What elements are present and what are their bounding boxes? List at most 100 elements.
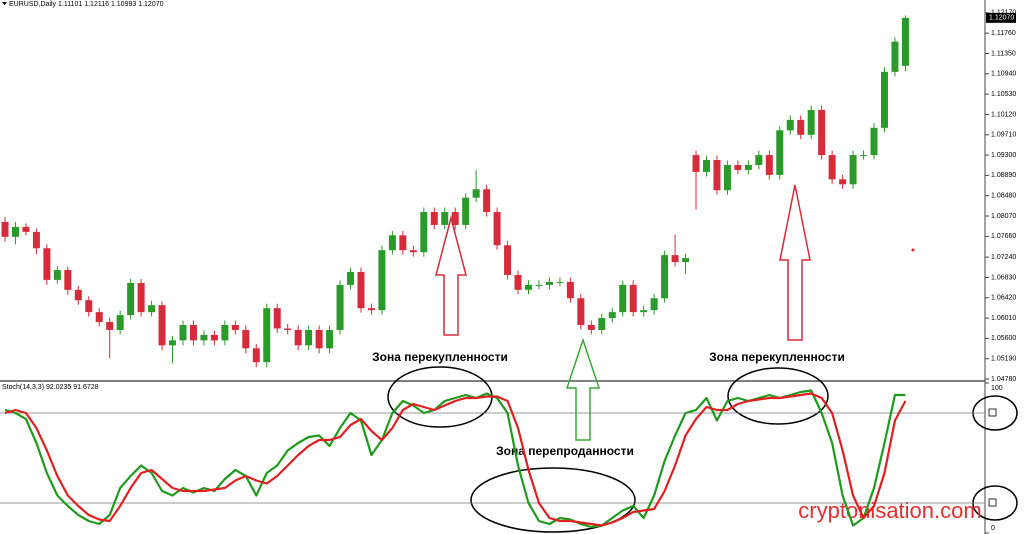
candle-body bbox=[179, 325, 187, 341]
candle-body bbox=[807, 109, 815, 135]
candle-body bbox=[32, 231, 40, 249]
y-tick-label: 1.11760 bbox=[991, 30, 1016, 37]
zone-ellipse bbox=[727, 367, 829, 425]
candle-body bbox=[744, 164, 752, 170]
candle-body bbox=[493, 212, 501, 246]
menu-triangle bbox=[2, 2, 7, 5]
candle-body bbox=[786, 119, 794, 131]
candle-body bbox=[53, 270, 61, 280]
candle-body bbox=[315, 329, 323, 349]
y-tick-label: 1.08480 bbox=[991, 193, 1016, 200]
annotation: Зона перепроданности bbox=[496, 444, 634, 458]
candle-body bbox=[106, 322, 114, 330]
stoch-line bbox=[4, 392, 907, 527]
candle-body bbox=[95, 312, 103, 323]
annotation: Зона перекупленности bbox=[709, 350, 845, 364]
candle-body bbox=[713, 160, 721, 191]
y-tick-label: 1.05600 bbox=[991, 335, 1016, 342]
candle-body bbox=[273, 308, 281, 329]
candle-body bbox=[85, 300, 93, 313]
y-tick-label: 1.07240 bbox=[991, 254, 1016, 261]
candle-body bbox=[221, 325, 229, 341]
candle-body bbox=[671, 255, 679, 263]
candle-body bbox=[127, 282, 135, 316]
candle-body bbox=[577, 298, 585, 326]
candle-body bbox=[64, 270, 72, 290]
candle-body bbox=[441, 212, 449, 225]
candle-body bbox=[1, 221, 9, 237]
y-tick-label: 1.08070 bbox=[991, 213, 1016, 220]
candle-body bbox=[451, 212, 459, 225]
candle-body bbox=[860, 155, 868, 157]
candle-body bbox=[294, 329, 302, 346]
level-marker bbox=[988, 408, 997, 417]
zone-ellipse bbox=[470, 467, 636, 533]
candle-body bbox=[818, 109, 826, 156]
candle-body bbox=[231, 325, 239, 330]
candle-body bbox=[420, 212, 428, 253]
y-tick-label: 1.10120 bbox=[991, 111, 1016, 118]
price-header: EURUSD,Daily 1.11101 1.12116 1.10993 1.1… bbox=[9, 1, 164, 8]
y-tick-label: 1.06420 bbox=[991, 295, 1016, 302]
candle-body bbox=[828, 155, 836, 180]
y-tick-label: 100 bbox=[991, 385, 1003, 392]
candle-body bbox=[765, 155, 773, 175]
y-tick-label: 1.04780 bbox=[991, 376, 1016, 383]
stoch-header: Stoch(14,3,3) 92.0235 91.6728 bbox=[2, 384, 99, 391]
candle-body bbox=[525, 284, 532, 290]
candle-body bbox=[116, 315, 124, 330]
candle-body bbox=[462, 197, 470, 225]
candle-body bbox=[797, 119, 805, 135]
y-tick-label: 1.10530 bbox=[991, 91, 1016, 98]
level-marker bbox=[988, 498, 997, 507]
candle-body bbox=[336, 284, 344, 330]
up-arrow bbox=[435, 215, 467, 336]
candle-body bbox=[158, 305, 166, 346]
y-tick-label: 0 bbox=[991, 525, 995, 532]
candle-body bbox=[284, 328, 292, 330]
candle-body bbox=[682, 258, 690, 263]
annotation: Зона перекупленности bbox=[372, 350, 508, 364]
candle-body bbox=[629, 284, 637, 313]
y-tick-label: 1.06830 bbox=[991, 274, 1016, 281]
candle-body bbox=[367, 308, 375, 311]
candle-body bbox=[661, 255, 669, 299]
candle-body bbox=[11, 226, 19, 237]
candle-body bbox=[556, 281, 564, 283]
candle-body bbox=[901, 17, 909, 66]
candle-body bbox=[839, 179, 847, 185]
last-price-label: 1.12070 bbox=[989, 15, 1014, 22]
candle-body bbox=[702, 160, 710, 172]
y-tick-label: 1.06010 bbox=[991, 315, 1016, 322]
candle-body bbox=[305, 329, 313, 346]
candle-body bbox=[880, 71, 888, 128]
candle-body bbox=[409, 250, 417, 253]
candle-body bbox=[378, 250, 386, 311]
candle-body bbox=[326, 329, 334, 349]
candle-body bbox=[640, 310, 648, 313]
y-tick-label: 1.08890 bbox=[991, 172, 1016, 179]
candle-body bbox=[347, 271, 355, 285]
candle-body bbox=[608, 312, 616, 319]
y-tick-label: 1.10940 bbox=[991, 71, 1016, 78]
y-tick-label: 1.07660 bbox=[991, 233, 1016, 240]
candle-body bbox=[388, 235, 396, 251]
candle-body bbox=[734, 164, 742, 170]
candle-body bbox=[545, 281, 553, 285]
candle-body bbox=[430, 212, 438, 225]
candle-body bbox=[242, 329, 250, 349]
y-tick-label: 1.05190 bbox=[991, 356, 1016, 363]
candle-body bbox=[755, 155, 763, 165]
y-tick-label: 1.09300 bbox=[991, 152, 1016, 159]
candle-body bbox=[776, 130, 784, 175]
candle-body bbox=[619, 284, 627, 313]
candle-body bbox=[252, 348, 260, 363]
candle-body bbox=[357, 271, 365, 309]
candle-body bbox=[587, 325, 595, 330]
candle-body bbox=[598, 318, 606, 330]
candle-body bbox=[200, 334, 208, 341]
candle-body bbox=[74, 289, 82, 301]
up-arrow bbox=[779, 184, 811, 341]
